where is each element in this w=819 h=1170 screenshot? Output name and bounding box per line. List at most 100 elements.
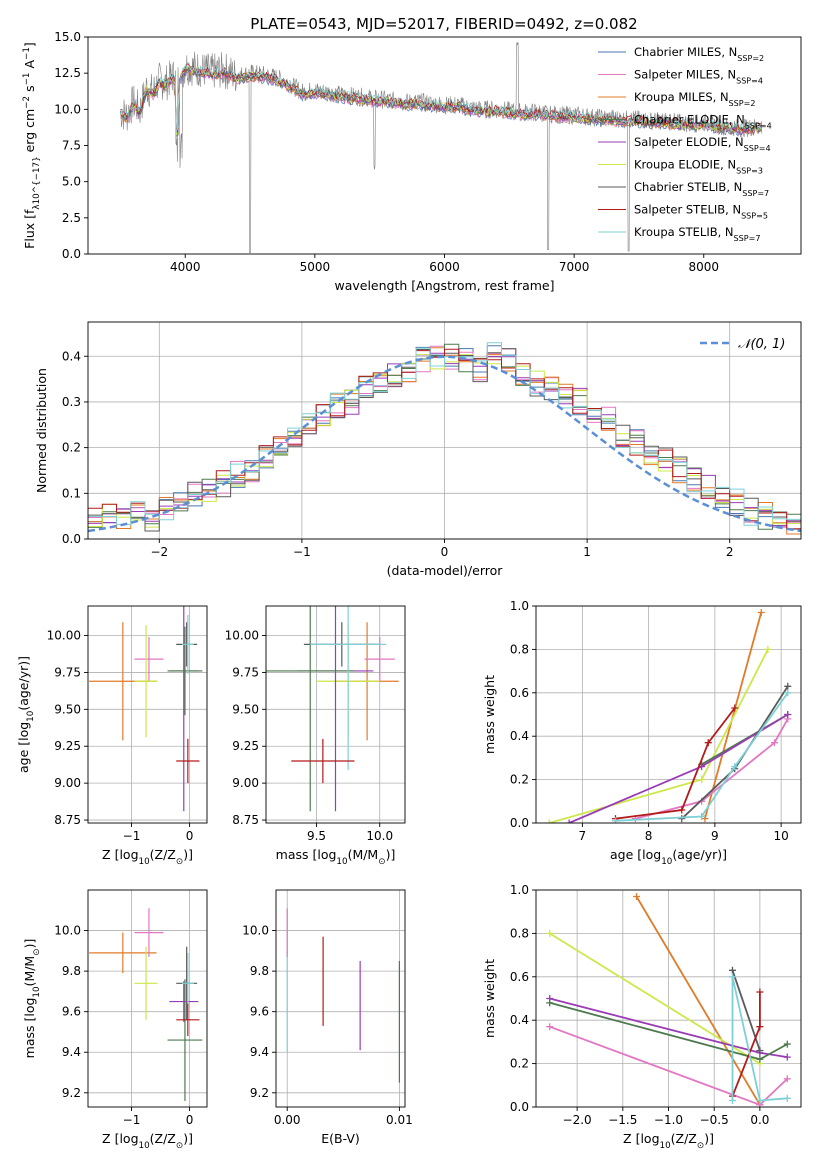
mass-weight-point <box>545 819 553 823</box>
plot-area <box>89 606 203 812</box>
axes-frame <box>87 889 208 1108</box>
x-tick-label: 0.00 <box>274 1113 301 1127</box>
x-tick-label: −2 <box>150 545 168 559</box>
x-tick-label: −1 <box>293 545 311 559</box>
legend-label: Salpeter ELODIE, NSSP=4 <box>634 135 771 153</box>
mass-weight-line <box>615 707 736 820</box>
mass-weight-line <box>635 896 761 1106</box>
x-tick-label: 5000 <box>300 260 331 274</box>
y-tick-label: 10.0 <box>54 924 81 938</box>
y-tick-label: 10.00 <box>225 629 259 643</box>
plot-area <box>120 42 763 253</box>
mass-weight-point <box>698 776 706 784</box>
y-tick-label: 0.3 <box>62 395 81 409</box>
x-axis-label: age [log10(age/yr)] <box>610 847 727 867</box>
spectrum-panel: 4000 5000 6000 7000 8000 0.0 2.5 5.0 7.5 10.0 12.5… <box>22 30 802 293</box>
x-axis-label: wavelength [Angstrom, rest frame] <box>334 278 554 293</box>
x-tick-label: −1 <box>123 1113 141 1127</box>
x-tick-label: −0.5 <box>700 1113 729 1127</box>
x-tick-label: 0.01 <box>386 1113 413 1127</box>
mass-weight-point <box>784 682 792 690</box>
mass-weight-vs-age-panel: 7 8 9 10 0.0 0.2 0.4 0.6 0.8 1.0 age [log10(age/yr… <box>482 599 802 867</box>
mass-weight-line <box>635 718 789 820</box>
y-axis-label: Flux [fλ10^{−17} erg cm−2 s−1 A−1] <box>22 42 42 249</box>
mass-weight-point <box>783 1094 791 1102</box>
y-axis-label: mass [log10(M/M⊙)] <box>22 939 42 1059</box>
x-axis-label: Z [log10(Z/Z⊙)] <box>102 847 193 867</box>
y-tick-label: 7.5 <box>62 139 81 153</box>
x-tick-label: 4000 <box>170 260 201 274</box>
y-tick-label: 9.25 <box>54 739 81 753</box>
x-tick-label: 2 <box>726 545 734 559</box>
mass-weight-point <box>728 966 736 974</box>
mass-weight-point <box>678 806 686 814</box>
mass-weight-point <box>728 1096 736 1104</box>
x-axis-label: mass [log10(M/M⊙)] <box>276 847 396 867</box>
plot-area <box>89 908 203 1101</box>
legend-label: Chabrier STELIB, NSSP=7 <box>634 180 769 198</box>
residual-histogram-panel: −2 −1 0 1 2 0.0 0.1 0.2 0.3 0.4 (data-model)/error… <box>34 321 802 578</box>
y-tick-label: 9.4 <box>62 1045 81 1059</box>
x-tick-label: 6000 <box>429 260 460 274</box>
x-tick-label: −2.0 <box>563 1113 592 1127</box>
legend-label: 𝒩(0, 1) <box>738 337 785 352</box>
y-tick-label: 9.75 <box>232 665 259 679</box>
mass-weight-vs-metallicity-panel: −2.0 −1.5 −1.0 −0.5 0.0 0.0 0.2 0.4 0.6 0.8 1.0 Z [… <box>482 883 802 1151</box>
x-tick-label: −1.0 <box>654 1113 683 1127</box>
y-axis-label: Normed distribution <box>34 368 49 493</box>
y-tick-label: 9.8 <box>250 964 269 978</box>
y-tick-label: 0.1 <box>62 486 81 500</box>
y-tick-label: 0.0 <box>510 1100 529 1114</box>
y-tick-label: 8.75 <box>232 813 259 827</box>
x-tick-label: 0 <box>186 1113 194 1127</box>
y-tick-label: 9.00 <box>54 776 81 790</box>
plot-area <box>88 342 801 535</box>
x-axis-label: Z [log10(Z/Z⊙)] <box>102 1131 193 1151</box>
y-tick-label: 9.2 <box>250 1086 269 1100</box>
plot-area <box>266 606 399 812</box>
y-tick-label: 9.6 <box>62 1005 81 1019</box>
y-tick-label: 0.4 <box>510 729 529 743</box>
x-tick-label: 10.0 <box>366 829 393 843</box>
y-tick-label: 0.2 <box>510 1057 529 1071</box>
y-tick-label: 8.75 <box>54 813 81 827</box>
mass-weight-point <box>612 817 619 823</box>
plot-area <box>286 908 400 1083</box>
y-tick-label: 0.4 <box>62 349 81 363</box>
mass-weight-point <box>728 973 736 981</box>
x-tick-label: 8000 <box>688 260 719 274</box>
y-axis-label: mass weight <box>482 959 497 1038</box>
mass-weight-point <box>756 1096 764 1104</box>
mass-weight-point <box>783 1075 791 1083</box>
y-tick-label: 9.50 <box>54 702 81 716</box>
y-tick-label: 0.6 <box>510 686 529 700</box>
y-tick-label: 10.0 <box>54 102 81 116</box>
y-tick-label: 1.0 <box>510 599 529 613</box>
spectrum-title: PLATE=0543, MJD=52017, FIBERID=0492, z=0… <box>250 15 637 33</box>
y-tick-label: 0.4 <box>510 1013 529 1027</box>
mass-weight-point <box>756 1055 764 1063</box>
mass-weight-point <box>546 1023 554 1031</box>
age-vs-metallicity-panel: −1 0 8.75 9.00 9.25 9.50 9.75 10.00 Z [log10(Z/Z… <box>16 605 208 867</box>
x-tick-label: −1 <box>123 829 141 843</box>
mass-weight-line <box>549 932 761 1065</box>
y-tick-label: 0.0 <box>62 247 81 261</box>
x-tick-label: 7000 <box>559 260 590 274</box>
y-tick-label: 9.50 <box>232 702 259 716</box>
x-tick-label: −1.5 <box>608 1113 637 1127</box>
y-tick-label: 0.6 <box>510 970 529 984</box>
mass-weight-point <box>784 711 792 718</box>
y-tick-label: 0.0 <box>510 816 529 830</box>
mass-vs-metallicity-panel: −1 0 9.2 9.4 9.6 9.8 10.0 Z [log10(Z/Z⊙)] mass [… <box>22 889 208 1151</box>
y-axis-label: mass weight <box>482 675 497 754</box>
y-tick-label: 9.25 <box>232 739 259 753</box>
y-tick-label: 9.4 <box>250 1045 269 1059</box>
y-tick-label: 9.2 <box>62 1086 81 1100</box>
mass-weight-point <box>731 763 739 771</box>
axes-frame <box>87 605 208 824</box>
legend-label: Kroupa ELODIE, NSSP=3 <box>634 158 763 176</box>
axes-frame <box>275 889 406 1108</box>
y-tick-label: 9.8 <box>62 964 81 978</box>
x-tick-label: 10 <box>773 829 788 843</box>
